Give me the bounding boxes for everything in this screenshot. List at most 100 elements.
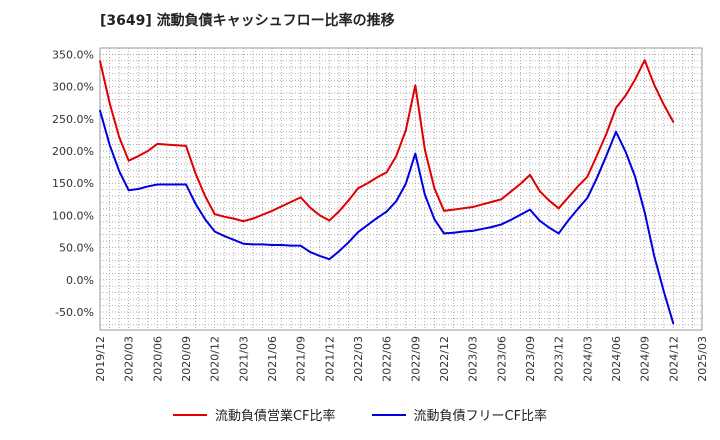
data-point — [185, 183, 187, 186]
data-point — [605, 132, 608, 135]
data-point — [299, 244, 302, 247]
x-tick-label: 2023/03 — [467, 336, 480, 382]
data-point — [519, 213, 522, 216]
data-point — [586, 197, 589, 199]
data-point — [347, 241, 350, 244]
x-tick-label: 2023/12 — [553, 336, 566, 382]
data-point — [290, 244, 292, 247]
data-point — [548, 226, 550, 229]
data-point — [414, 152, 417, 155]
x-tick-label: 2022/12 — [438, 336, 451, 382]
data-point — [252, 217, 254, 220]
data-point — [662, 103, 665, 106]
data-point — [615, 130, 617, 133]
x-tick-label: 2021/12 — [323, 336, 336, 382]
grid-layer — [99, 47, 703, 331]
data-point — [175, 144, 178, 147]
data-point — [414, 84, 417, 87]
data-point — [204, 218, 206, 221]
x-tick-label: 2021/06 — [266, 336, 279, 382]
data-point — [395, 155, 398, 157]
legend-item-free-cf: 流動負債フリーCF比率 — [371, 405, 548, 424]
data-point — [576, 208, 579, 210]
data-point — [108, 143, 111, 146]
data-point — [261, 213, 264, 216]
data-point — [519, 183, 522, 185]
x-tick-label: 2020/03 — [123, 336, 136, 382]
data-point — [290, 201, 292, 203]
data-point — [471, 206, 474, 208]
y-tick-label: 0.0% — [66, 274, 94, 287]
x-tick-label: 2022/03 — [352, 336, 365, 382]
data-point — [481, 203, 484, 206]
data-point — [624, 150, 627, 153]
data-point — [538, 219, 541, 222]
data-point — [146, 185, 149, 188]
data-point — [175, 183, 178, 186]
legend-label-free-cf: 流動負債フリーCF比率 — [413, 409, 548, 424]
legend: 流動負債営業CF比率 流動負債フリーCF比率 — [0, 405, 720, 424]
data-point — [366, 182, 369, 185]
data-point — [99, 109, 101, 112]
legend-swatch-free-cf — [371, 413, 406, 416]
x-tick-label: 2020/09 — [180, 336, 193, 382]
data-point — [653, 255, 656, 257]
data-point — [510, 190, 512, 193]
x-tick-label: 2024/09 — [639, 336, 652, 382]
data-point — [576, 185, 579, 188]
data-point — [538, 190, 541, 192]
data-point — [404, 129, 407, 132]
x-tick-label: 2021/03 — [237, 336, 250, 382]
data-point — [204, 195, 206, 197]
data-point — [529, 208, 531, 211]
y-tick-label: 250.0% — [52, 113, 94, 126]
data-point — [127, 189, 130, 192]
data-point — [548, 199, 550, 202]
data-point — [252, 243, 254, 246]
data-point — [118, 170, 120, 172]
data-point — [156, 183, 159, 186]
data-point — [452, 231, 455, 234]
data-point — [624, 94, 627, 97]
data-point — [309, 206, 312, 209]
data-point — [596, 177, 598, 179]
data-point — [395, 200, 398, 203]
x-tick-label: 2022/09 — [409, 336, 422, 382]
x-tick-label: 2025/03 — [696, 336, 709, 382]
legend-label-operating-cf: 流動負債営業CF比率 — [214, 409, 336, 424]
data-point — [596, 154, 598, 157]
data-point — [232, 217, 235, 220]
data-point — [232, 239, 235, 241]
legend-swatch-operating-cf — [172, 413, 207, 416]
data-point — [213, 230, 216, 233]
data-point — [615, 107, 617, 109]
data-point — [433, 187, 436, 190]
data-point — [271, 244, 273, 246]
data-point — [529, 174, 531, 176]
x-tick-label: 2023/09 — [524, 336, 537, 382]
data-point — [127, 159, 130, 162]
data-point — [510, 219, 512, 221]
data-point — [261, 243, 264, 246]
data-point — [166, 143, 168, 146]
data-point — [146, 150, 149, 152]
data-point — [462, 230, 464, 233]
data-point — [424, 148, 426, 151]
data-point — [586, 175, 589, 178]
data-point — [194, 203, 197, 205]
data-point — [462, 207, 464, 210]
data-point — [481, 228, 484, 230]
data-point — [338, 210, 340, 213]
y-tick-label: 50.0% — [59, 242, 94, 255]
data-point — [443, 210, 445, 212]
data-point — [672, 322, 675, 325]
legend-item-operating-cf: 流動負債営業CF比率 — [172, 405, 336, 424]
data-point — [634, 78, 636, 81]
data-point — [328, 258, 331, 260]
y-tick-label: 300.0% — [52, 81, 94, 94]
data-point — [299, 196, 302, 199]
data-point — [653, 83, 656, 86]
y-tick-label: 200.0% — [52, 145, 94, 158]
data-point — [223, 235, 226, 237]
